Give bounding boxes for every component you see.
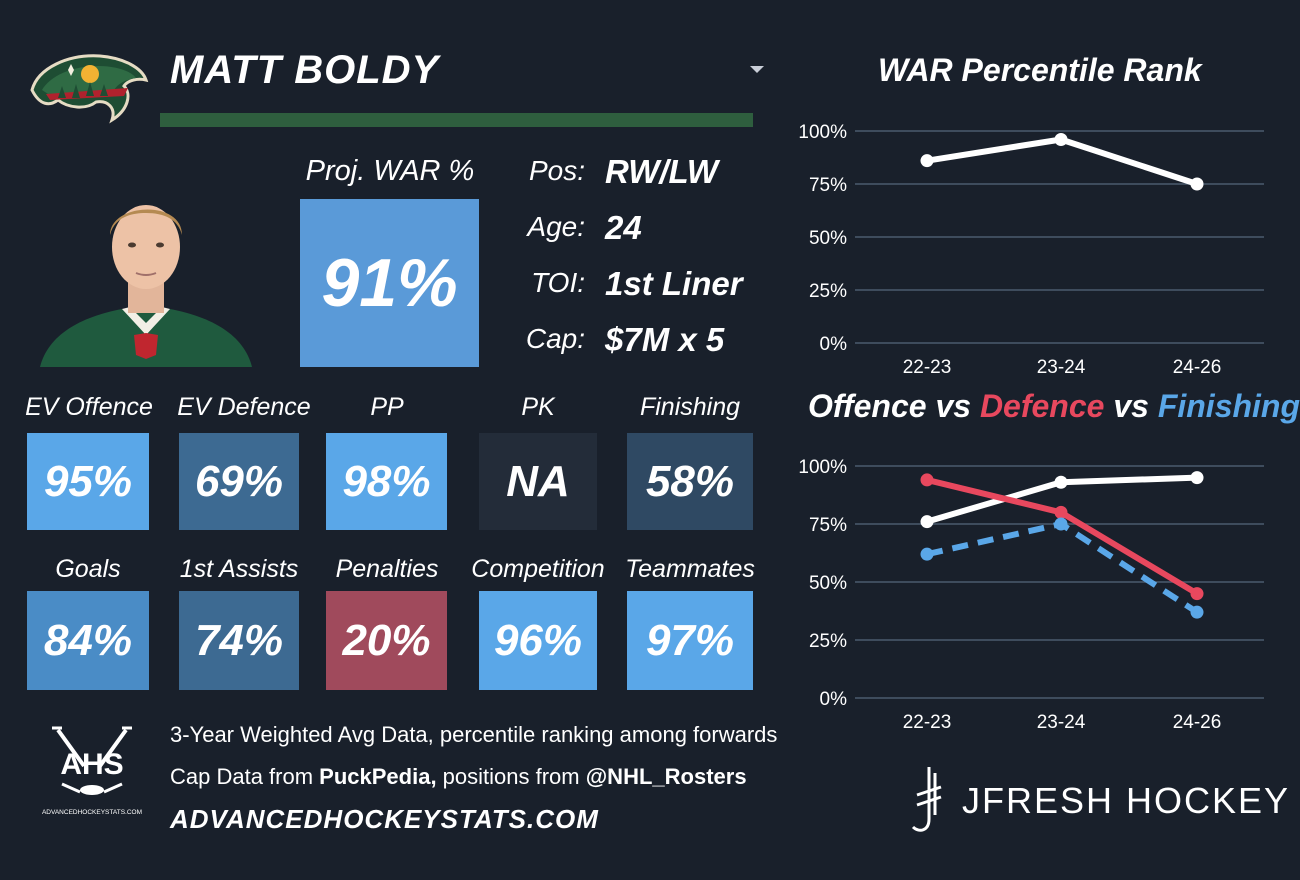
footer-line-2: Cap Data from PuckPedia, positions from … (170, 764, 747, 790)
footer-line-2-pre: Cap Data from (170, 764, 320, 789)
pos-value: RW/LW (605, 153, 719, 190)
pp-tile: 98% (326, 433, 447, 530)
ev-offence-label: EV Offence (25, 393, 153, 421)
age-label: Age: (527, 211, 585, 242)
ovdf-chart-data-point (920, 473, 934, 487)
goals-label: Goals (55, 555, 121, 583)
war-chart-series-line-0 (926, 136, 1198, 187)
teammates-label: Teammates (625, 555, 755, 583)
title-finishing: Finishing (1157, 388, 1300, 424)
cap-label: Cap: (525, 323, 585, 354)
ovdf-chart-y-tick-label: 75% (809, 515, 847, 536)
ovdf-chart-y-tick-label: 25% (809, 631, 847, 652)
competition-tile: 96% (479, 591, 597, 690)
ovdf-chart-data-point (1054, 475, 1068, 489)
ovdf-chart-data-point (920, 515, 934, 529)
war-chart-y-tick-label: 25% (809, 281, 847, 302)
title-vs-2: vs (1104, 388, 1158, 424)
ovdf-chart-y-tick-label: 100% (798, 457, 847, 478)
title-vs-1: vs (926, 388, 980, 424)
proj-war-value: 91% (300, 199, 479, 367)
teammates-tile: 97% (627, 591, 753, 690)
toi-value: 1st Liner (605, 265, 743, 302)
proj-war-label: Proj. WAR % (305, 155, 475, 187)
ovdf-chart-data-point (1054, 517, 1068, 531)
penalties-label: Penalties (335, 555, 439, 583)
war-chart-data-point (1190, 177, 1204, 191)
toi-label: TOI: (531, 267, 585, 298)
ahs-logo-sub: ADVANCEDHOCKEYSTATS.COM (42, 809, 142, 816)
pk-label: PK (521, 393, 555, 421)
war-chart-data-point (920, 154, 934, 168)
offence-defence-finishing-chart: 100% 75% 50% 25% 0% 22-23 23-24 24-26 (798, 457, 1264, 733)
ovdf-chart-title: Offence vs Defence vs Finishing (808, 388, 1300, 425)
war-chart-y-tick-label: 50% (809, 228, 847, 249)
title-offence: Offence (808, 388, 927, 424)
site-url[interactable]: ADVANCEDHOCKEYSTATS.COM (170, 804, 599, 834)
age-value: 24 (605, 209, 642, 246)
ovdf-chart-data-point (1190, 471, 1204, 485)
war-chart-y-tick-label: 100% (798, 122, 847, 143)
war-chart-x-tick-label: 24-26 (1173, 357, 1222, 378)
title-defence: Defence (979, 388, 1105, 424)
war-chart-x-tick-label: 22-23 (903, 357, 952, 378)
pos-label: Pos: (528, 155, 585, 186)
ovdf-chart-data-point (1054, 505, 1068, 519)
war-chart-title: WAR Percentile Rank (878, 52, 1202, 88)
penalties-tile: 20% (326, 591, 447, 690)
pk-tile: NA (479, 433, 597, 530)
name-underline-bar (160, 113, 753, 127)
ovdf-chart-data-point (1190, 587, 1204, 601)
ovdf-chart-data-point (1190, 605, 1204, 619)
first-assists-tile: 74% (179, 591, 299, 690)
player-photo (30, 185, 262, 367)
finishing-label: Finishing (639, 393, 741, 421)
goals-tile: 84% (27, 591, 149, 690)
ahs-logo: AHS ADVANCEDHOCKEYSTATS.COM (40, 726, 145, 821)
jfresh-logo-icon (905, 765, 945, 837)
competition-label: Competition (471, 555, 605, 583)
footer-line-1: 3-Year Weighted Avg Data, percentile ran… (170, 722, 778, 747)
wild-team-logo (28, 50, 150, 126)
ahs-logo-text: AHS (60, 748, 123, 781)
ovdf-chart-y-tick-label: 50% (809, 573, 847, 594)
ev-defence-tile: 69% (179, 433, 299, 530)
war-chart-y-tick-label: 75% (809, 175, 847, 196)
first-assists-label: 1st Assists (179, 555, 299, 583)
ovdf-chart-series-line-defence (926, 477, 1199, 597)
war-percentile-chart: 100% 75% 50% 25% 0% 22-23 23-24 24-26 (798, 122, 1264, 378)
war-chart-x-tick-label: 23-24 (1037, 357, 1086, 378)
player-name: MATT BOLDY (170, 48, 440, 92)
chevron-down-icon[interactable] (750, 66, 764, 73)
ovdf-chart-x-tick-label: 24-26 (1173, 712, 1222, 733)
war-chart-y-tick-label: 0% (820, 334, 848, 355)
war-chart-data-point (1054, 132, 1068, 146)
ovdf-chart-x-tick-label: 23-24 (1037, 712, 1086, 733)
cap-value: $7M x 5 (605, 321, 725, 358)
ovdf-chart-x-tick-label: 22-23 (903, 712, 952, 733)
finishing-tile: 58% (627, 433, 753, 530)
ovdf-chart-y-tick-label: 0% (820, 689, 848, 710)
nhl-rosters-link[interactable]: @NHL_Rosters (585, 764, 747, 789)
ev-defence-label: EV Defence (177, 393, 311, 421)
ovdf-chart-data-point (920, 547, 934, 561)
ev-offence-tile: 95% (27, 433, 149, 530)
pp-label: PP (370, 393, 404, 421)
jfresh-brand: JFRESH HOCKEY (962, 780, 1291, 821)
footer-line-2-mid: positions from (436, 764, 586, 789)
puckpedia-link[interactable]: PuckPedia, (319, 764, 437, 789)
